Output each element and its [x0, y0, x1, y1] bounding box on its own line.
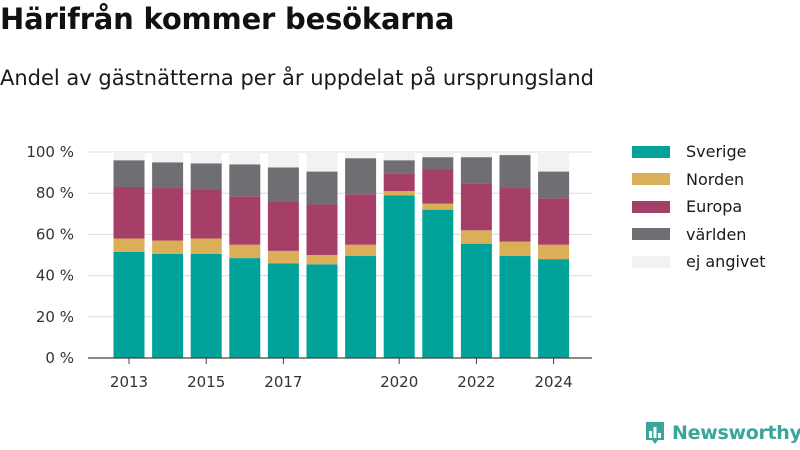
bar-segment: [345, 244, 377, 257]
legend-item: världen: [632, 221, 766, 249]
bar-segment: [229, 196, 261, 245]
bar-segment: [460, 243, 492, 358]
x-tick-label: 2015: [187, 373, 225, 391]
legend-label: Europa: [686, 197, 743, 217]
newsworthy-logo: Newsworthy: [644, 420, 800, 446]
bar-segment: [499, 152, 531, 156]
bar-segment: [345, 194, 377, 245]
bar-segment: [267, 250, 299, 264]
legend-item: ej angivet: [632, 248, 766, 276]
y-tick-label: 0 %: [45, 349, 74, 367]
bar-segment: [306, 255, 338, 265]
bar-segment: [345, 152, 377, 159]
y-tick-label: 100 %: [26, 143, 74, 161]
bar-segment: [383, 173, 415, 192]
bar-segment: [113, 238, 145, 252]
bar-segment: [383, 191, 415, 196]
legend-swatch: [632, 200, 670, 213]
x-tick-label: 2020: [380, 373, 418, 391]
bar-segment: [422, 157, 454, 170]
legend-swatch: [632, 255, 670, 268]
bar-segment: [113, 251, 145, 358]
chart-legend: Sverige Norden Europa världen ej angivet: [632, 138, 766, 276]
bar-segment: [460, 152, 492, 158]
bar-segment: [267, 201, 299, 251]
x-tick-label: 2013: [110, 373, 148, 391]
bar-segment: [422, 209, 454, 358]
y-tick-label: 60 %: [36, 225, 74, 243]
bar-segment: [267, 167, 299, 202]
bar-segment: [460, 183, 492, 231]
bar-segment: [229, 258, 261, 358]
bar-segment: [190, 253, 222, 358]
chart-title: Härifrån kommer besökarna: [0, 2, 455, 36]
bar-segment: [229, 244, 261, 259]
bar-segment: [422, 169, 454, 204]
legend-swatch: [632, 228, 670, 241]
bar-segment: [190, 189, 222, 239]
bar-segment: [306, 171, 338, 205]
bar-segment: [538, 198, 570, 245]
logo-label: Newsworthy: [672, 422, 800, 444]
legend-label: ej angivet: [686, 252, 766, 272]
legend-item: Europa: [632, 193, 766, 221]
y-tick-label: 20 %: [36, 308, 74, 326]
legend-swatch: [632, 145, 670, 158]
bar-segment: [499, 256, 531, 358]
bar-segment: [190, 152, 222, 164]
y-tick-label: 80 %: [36, 184, 74, 202]
bar-segment: [383, 160, 415, 174]
bar-segment: [422, 203, 454, 210]
bar-segment: [152, 188, 184, 241]
bar-segment: [460, 157, 492, 184]
legend-label: världen: [686, 224, 747, 244]
x-tick-label: 2024: [535, 373, 573, 391]
bar-segment: [345, 158, 377, 195]
bar-segment: [306, 204, 338, 255]
bar-segment: [538, 152, 570, 172]
bar-segment: [113, 152, 145, 161]
x-tick-label: 2022: [457, 373, 495, 391]
bar-segment: [267, 152, 299, 168]
bar-segment: [345, 256, 377, 358]
chart-subtitle: Andel av gästnätterna per år uppdelat på…: [0, 66, 594, 90]
bar-segment: [190, 163, 222, 190]
bar-segment: [306, 152, 338, 172]
bar-segment: [306, 264, 338, 358]
bar-segment: [152, 240, 184, 254]
bar-segment: [383, 152, 415, 161]
bar-chart-logo-icon: [646, 422, 664, 444]
bar-segment: [422, 152, 454, 158]
x-tick-label: 2017: [264, 373, 302, 391]
bar-segment: [460, 230, 492, 244]
bar-segment: [190, 238, 222, 254]
legend-label: Sverige: [686, 142, 747, 162]
legend-item: Sverige: [632, 138, 766, 166]
bar-segment: [499, 155, 531, 189]
bar-segment: [152, 152, 184, 163]
bar-segment: [152, 162, 184, 189]
y-tick-label: 40 %: [36, 267, 74, 285]
bar-segment: [113, 187, 145, 239]
legend-item: Norden: [632, 166, 766, 194]
bar-segment: [113, 160, 145, 188]
bar-segment: [152, 253, 184, 358]
bar-segment: [267, 263, 299, 358]
bar-segment: [499, 188, 531, 242]
bar-segment: [383, 195, 415, 358]
bar-segment: [538, 244, 570, 260]
legend-label: Norden: [686, 169, 745, 189]
bar-segment: [229, 152, 261, 165]
bar-segment: [499, 241, 531, 257]
legend-swatch: [632, 173, 670, 186]
bar-segment: [538, 259, 570, 358]
bar-segment: [538, 171, 570, 199]
bar-segment: [229, 164, 261, 197]
